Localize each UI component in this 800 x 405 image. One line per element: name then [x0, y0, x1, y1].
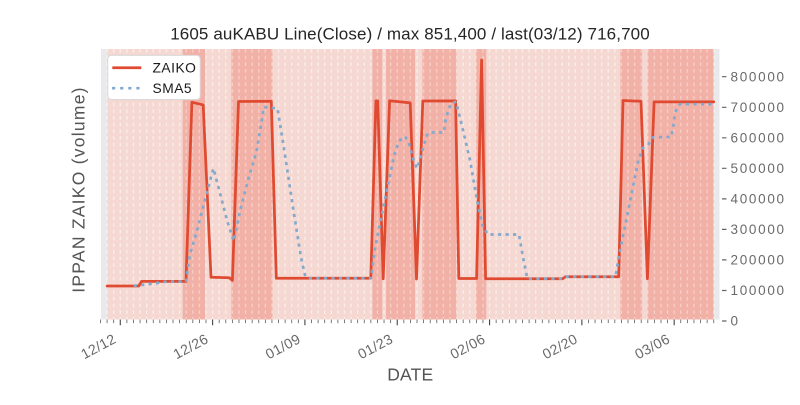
svg-text:IPPAN ZAIKO (volume): IPPAN ZAIKO (volume)	[69, 86, 89, 293]
svg-text:400000: 400000	[731, 192, 786, 207]
svg-text:ZAIKO: ZAIKO	[153, 61, 197, 76]
svg-text:200000: 200000	[731, 253, 786, 268]
svg-text:800000: 800000	[731, 69, 786, 84]
svg-text:SMA5: SMA5	[153, 81, 193, 96]
svg-text:500000: 500000	[731, 161, 786, 176]
svg-text:300000: 300000	[731, 222, 786, 237]
svg-text:0: 0	[731, 314, 740, 329]
svg-text:DATE: DATE	[387, 365, 433, 385]
svg-text:1605 auKABU Line(Close) / max: 1605 auKABU Line(Close) / max 851,400 / …	[170, 25, 650, 44]
svg-text:100000: 100000	[731, 283, 786, 298]
svg-text:700000: 700000	[731, 100, 786, 115]
svg-text:600000: 600000	[731, 131, 786, 146]
